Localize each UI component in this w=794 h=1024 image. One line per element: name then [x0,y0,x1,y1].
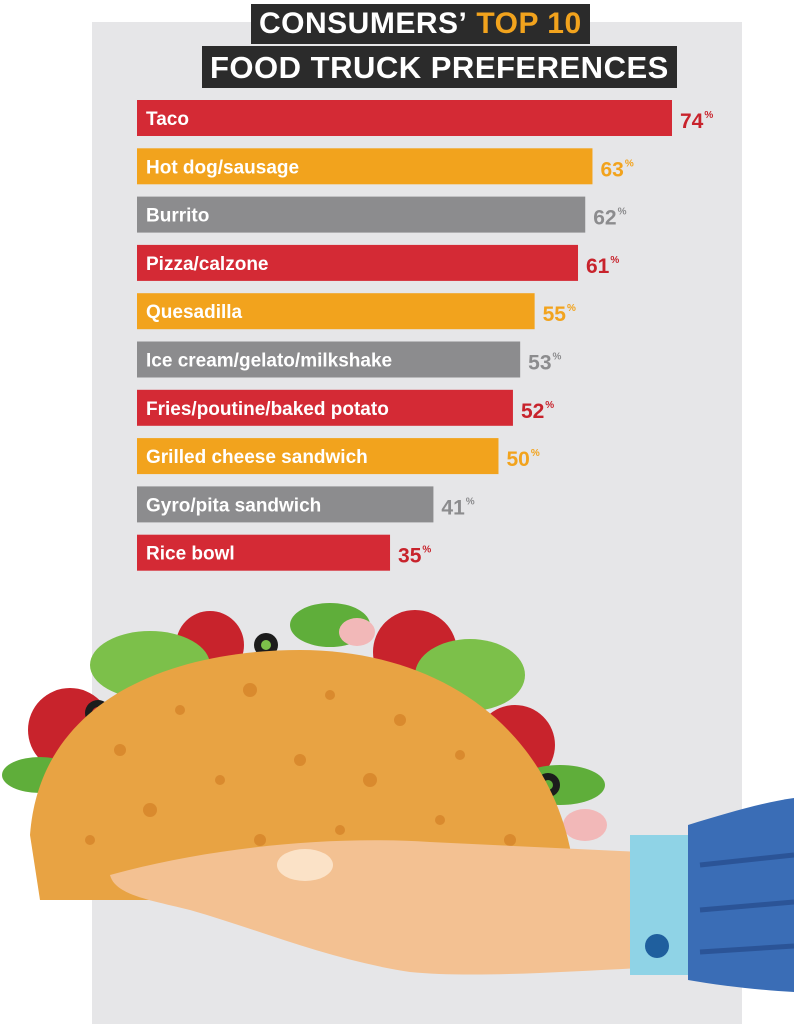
bar-label-7: Grilled cheese sandwich [146,447,368,468]
bar-3 [137,244,579,281]
bar-6 [137,389,513,426]
value-label-8: 41% [441,496,474,519]
bar-chart: Taco 74% Hot dog/sausage 63% Burrito 62% Pizza… [137,100,713,571]
bar-label-2: Burrito [146,206,209,227]
bar-7 [137,438,499,475]
value-label-3: 61% [586,255,619,278]
value-label-5: 53% [528,352,561,375]
value-label-4: 55% [543,303,576,326]
bar-label-3: Pizza/calzone [146,254,269,275]
bar-label-4: Quesadilla [146,302,243,323]
bar-1 [137,148,593,185]
bar-label-0: Taco [146,109,189,130]
value-label-6: 52% [521,400,554,423]
value-label-1: 63% [600,158,633,181]
bar-label-8: Gyro/pita sandwich [146,495,321,516]
hand [110,840,640,975]
title-accent: TOP 10 [476,7,582,40]
value-label-0: 74% [680,110,713,133]
thumbnail [277,849,333,881]
bar-label-6: Fries/poutine/baked potato [146,399,389,420]
taco-hand-illustration [2,603,794,992]
bar-0 [137,100,672,136]
taco-shell [30,650,575,900]
bar-8 [137,486,434,523]
bar-5 [137,341,521,378]
value-label-2: 62% [593,207,626,230]
bar-4 [137,293,535,330]
bar-9 [137,534,391,571]
cuff-button [645,934,669,958]
bar-2 [137,196,586,233]
title-line-2: FOOD TRUCK PREFERENCES [202,46,677,88]
bar-label-5: Ice cream/gelato/milkshake [146,351,392,372]
title-main: CONSUMERS’ [259,7,468,40]
taco-shell-dots [85,683,516,846]
bar-label-1: Hot dog/sausage [146,157,299,178]
value-label-9: 35% [398,545,431,568]
value-label-7: 50% [506,448,539,471]
title-line-1: CONSUMERS’ TOP 10 [251,4,590,44]
sleeve [688,798,794,992]
title-subline: FOOD TRUCK PREFERENCES [210,49,669,85]
bar-label-9: Rice bowl [146,544,235,565]
